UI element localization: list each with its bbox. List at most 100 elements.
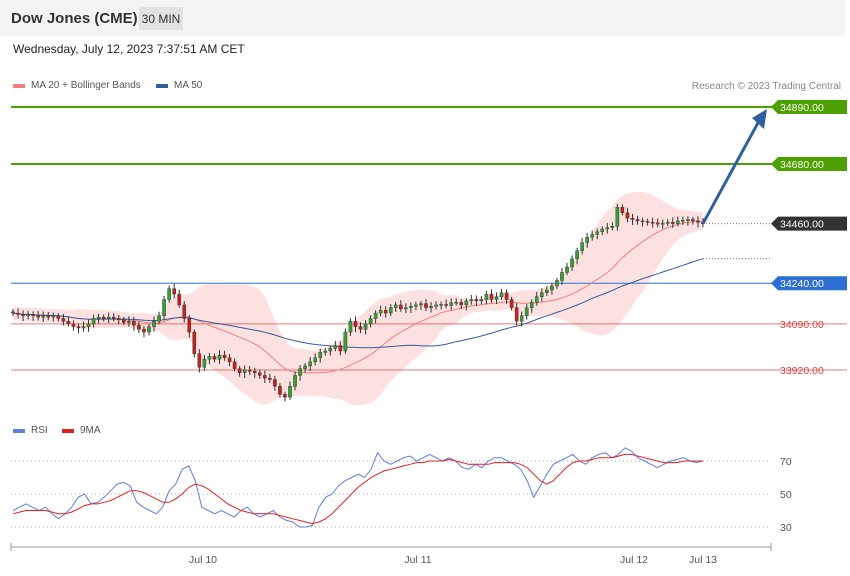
candle-body	[142, 329, 146, 333]
candle-body	[222, 354, 227, 358]
candle-body	[333, 345, 338, 349]
candle-body	[545, 289, 549, 293]
candle-body	[696, 220, 700, 223]
candle-body	[363, 323, 368, 330]
candle-body	[353, 320, 358, 327]
candle-body	[157, 315, 161, 322]
price-level-label: 34460.00	[780, 219, 824, 231]
candle-body	[368, 318, 373, 325]
price-level-label: 34890.00	[780, 102, 824, 114]
candle-body	[91, 318, 96, 325]
candle-body	[71, 323, 76, 327]
candle-body	[172, 288, 176, 295]
rsi-ma-label: 9MA	[80, 425, 101, 436]
x-tick-label: Jul 11	[404, 554, 431, 566]
ma20-line	[12, 220, 704, 374]
candle-body	[187, 318, 192, 333]
candle-body	[51, 315, 56, 318]
candle-body	[293, 375, 297, 387]
rsi-ma-swatch	[62, 428, 74, 433]
candle-body	[242, 369, 247, 373]
candle-body	[610, 226, 615, 228]
candle-body	[16, 312, 20, 315]
candle-body	[595, 231, 600, 235]
candle-body	[620, 207, 625, 213]
candle-body	[529, 302, 534, 308]
candle-body	[419, 303, 423, 306]
timestamp: Wednesday, July 12, 2023 7:37:51 AM CET	[13, 42, 245, 56]
candle-body	[86, 323, 91, 327]
candle-body	[454, 302, 459, 304]
candle-body	[439, 304, 443, 306]
candle-body	[590, 234, 594, 238]
candle-body	[373, 312, 378, 319]
candle-body	[263, 375, 267, 379]
candle-body	[116, 318, 121, 321]
candle-body	[464, 300, 469, 306]
candle-body	[479, 299, 484, 302]
rsi-label: RSI	[31, 425, 48, 436]
forecast-arrow-line	[701, 120, 761, 225]
candle-body	[328, 348, 333, 352]
candle-body	[182, 304, 187, 319]
price-level-label: 34680.00	[780, 159, 824, 171]
candle-body	[26, 314, 30, 316]
candle-body	[111, 316, 116, 319]
ma50-label: MA 50	[174, 80, 203, 91]
candle-body	[540, 292, 544, 297]
candle-body	[605, 227, 610, 230]
candle-body	[46, 315, 51, 318]
chart-header: Dow Jones (CME) 30 MIN	[0, 0, 845, 36]
candle-body	[660, 222, 665, 225]
price-level-label: 34090.00	[780, 319, 824, 331]
timeframe-button[interactable]: 30 MIN	[139, 7, 183, 30]
candle-body	[514, 307, 519, 322]
candle-body	[600, 228, 605, 232]
candle-body	[550, 285, 554, 291]
x-tick-label: Jul 13	[689, 554, 717, 566]
price-level-label: 33920.00	[780, 365, 824, 377]
rsi-swatch	[13, 428, 25, 433]
rsi-tick-label: 50	[780, 489, 792, 501]
candle-body	[348, 320, 353, 333]
candle-body	[318, 352, 323, 358]
pivot-tag	[771, 276, 847, 291]
rsi-tick-label: 30	[780, 522, 792, 534]
candle-body	[202, 358, 207, 368]
candle-body	[283, 394, 287, 398]
candle-body	[36, 315, 40, 318]
candle-body	[630, 217, 635, 220]
candle-body	[640, 220, 645, 223]
candle-body	[686, 219, 690, 221]
candle-body	[459, 302, 464, 306]
candle-body	[655, 222, 660, 225]
candle-body	[66, 320, 71, 325]
candle-body	[635, 219, 640, 222]
credit: Research © 2023 Trading Central	[691, 81, 841, 92]
candle-body	[585, 236, 589, 243]
candle-body	[489, 293, 494, 300]
candle-body	[227, 357, 232, 363]
last-tag	[771, 216, 847, 231]
candle-body	[414, 304, 418, 307]
candle-body	[499, 292, 504, 297]
candle-body	[358, 326, 363, 330]
candle-body	[434, 304, 438, 307]
candle-body	[303, 365, 307, 369]
candle-body	[207, 356, 212, 360]
legend-rsi: RSI	[13, 425, 48, 436]
candle-body	[409, 306, 413, 308]
candle-body	[676, 220, 680, 224]
candle-body	[519, 315, 524, 322]
candle-body	[106, 316, 111, 319]
candle-body	[41, 315, 46, 318]
ma50-line	[12, 258, 704, 349]
candle-body	[313, 357, 317, 363]
candle-body	[424, 303, 428, 308]
candle-body	[691, 219, 695, 222]
candle-body	[670, 222, 675, 224]
candle-body	[56, 315, 61, 319]
candle-body	[378, 310, 383, 314]
candle-body	[560, 272, 564, 281]
